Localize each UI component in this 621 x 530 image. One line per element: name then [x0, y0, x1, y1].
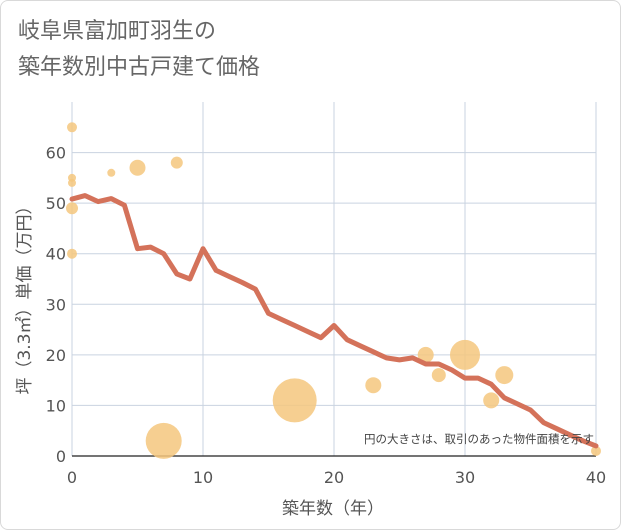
x-tick-label: 0 [67, 468, 77, 487]
bubble-point [67, 122, 77, 133]
x-tick-label: 30 [455, 468, 475, 487]
bubble-series [66, 122, 601, 459]
average-price-line [69, 193, 599, 449]
y-tick-label: 0 [56, 447, 66, 466]
y-tick-label: 10 [46, 396, 66, 415]
tick-labels: 0 10 20 30 40 0 10 20 30 40 50 60 [46, 144, 607, 487]
bubble-point [67, 248, 77, 259]
y-axis-label: 坪（3.3㎡）単価（万円） [15, 197, 35, 394]
chart-title: 岐阜県富加町羽生の 築年数別中古戸建て価格 [18, 14, 260, 86]
bubble-point [68, 178, 76, 187]
y-tick-label: 20 [46, 346, 66, 365]
bubble-point [170, 156, 183, 169]
x-axis-label: 築年数（年） [282, 499, 384, 519]
y-tick-label: 40 [46, 245, 66, 264]
bubble-point [591, 445, 601, 456]
bubble-point [66, 202, 78, 215]
y-tick-label: 30 [46, 295, 66, 314]
y-tick-label: 50 [46, 194, 66, 213]
bubble-point [483, 392, 500, 409]
bubble-point [431, 368, 446, 383]
bubble-point [450, 339, 480, 370]
bubble-point [417, 346, 434, 363]
chart-title-line2: 築年数別中古戸建て価格 [18, 55, 261, 80]
bubble-point [145, 422, 182, 459]
bubble-point [129, 159, 146, 176]
x-tick-label: 20 [324, 468, 344, 487]
size-note: 円の大きさは、取引のあった物件面積を示す [364, 432, 594, 446]
bubble-point [495, 366, 514, 385]
chart-title-line1: 岐阜県富加町羽生の [18, 19, 217, 44]
bubble-point [365, 377, 382, 394]
line-series [69, 193, 599, 449]
x-tick-label: 40 [586, 468, 606, 487]
bubble-point [107, 168, 116, 177]
x-tick-label: 10 [193, 468, 213, 487]
y-tick-label: 60 [46, 144, 66, 163]
bubble-point [272, 378, 317, 423]
